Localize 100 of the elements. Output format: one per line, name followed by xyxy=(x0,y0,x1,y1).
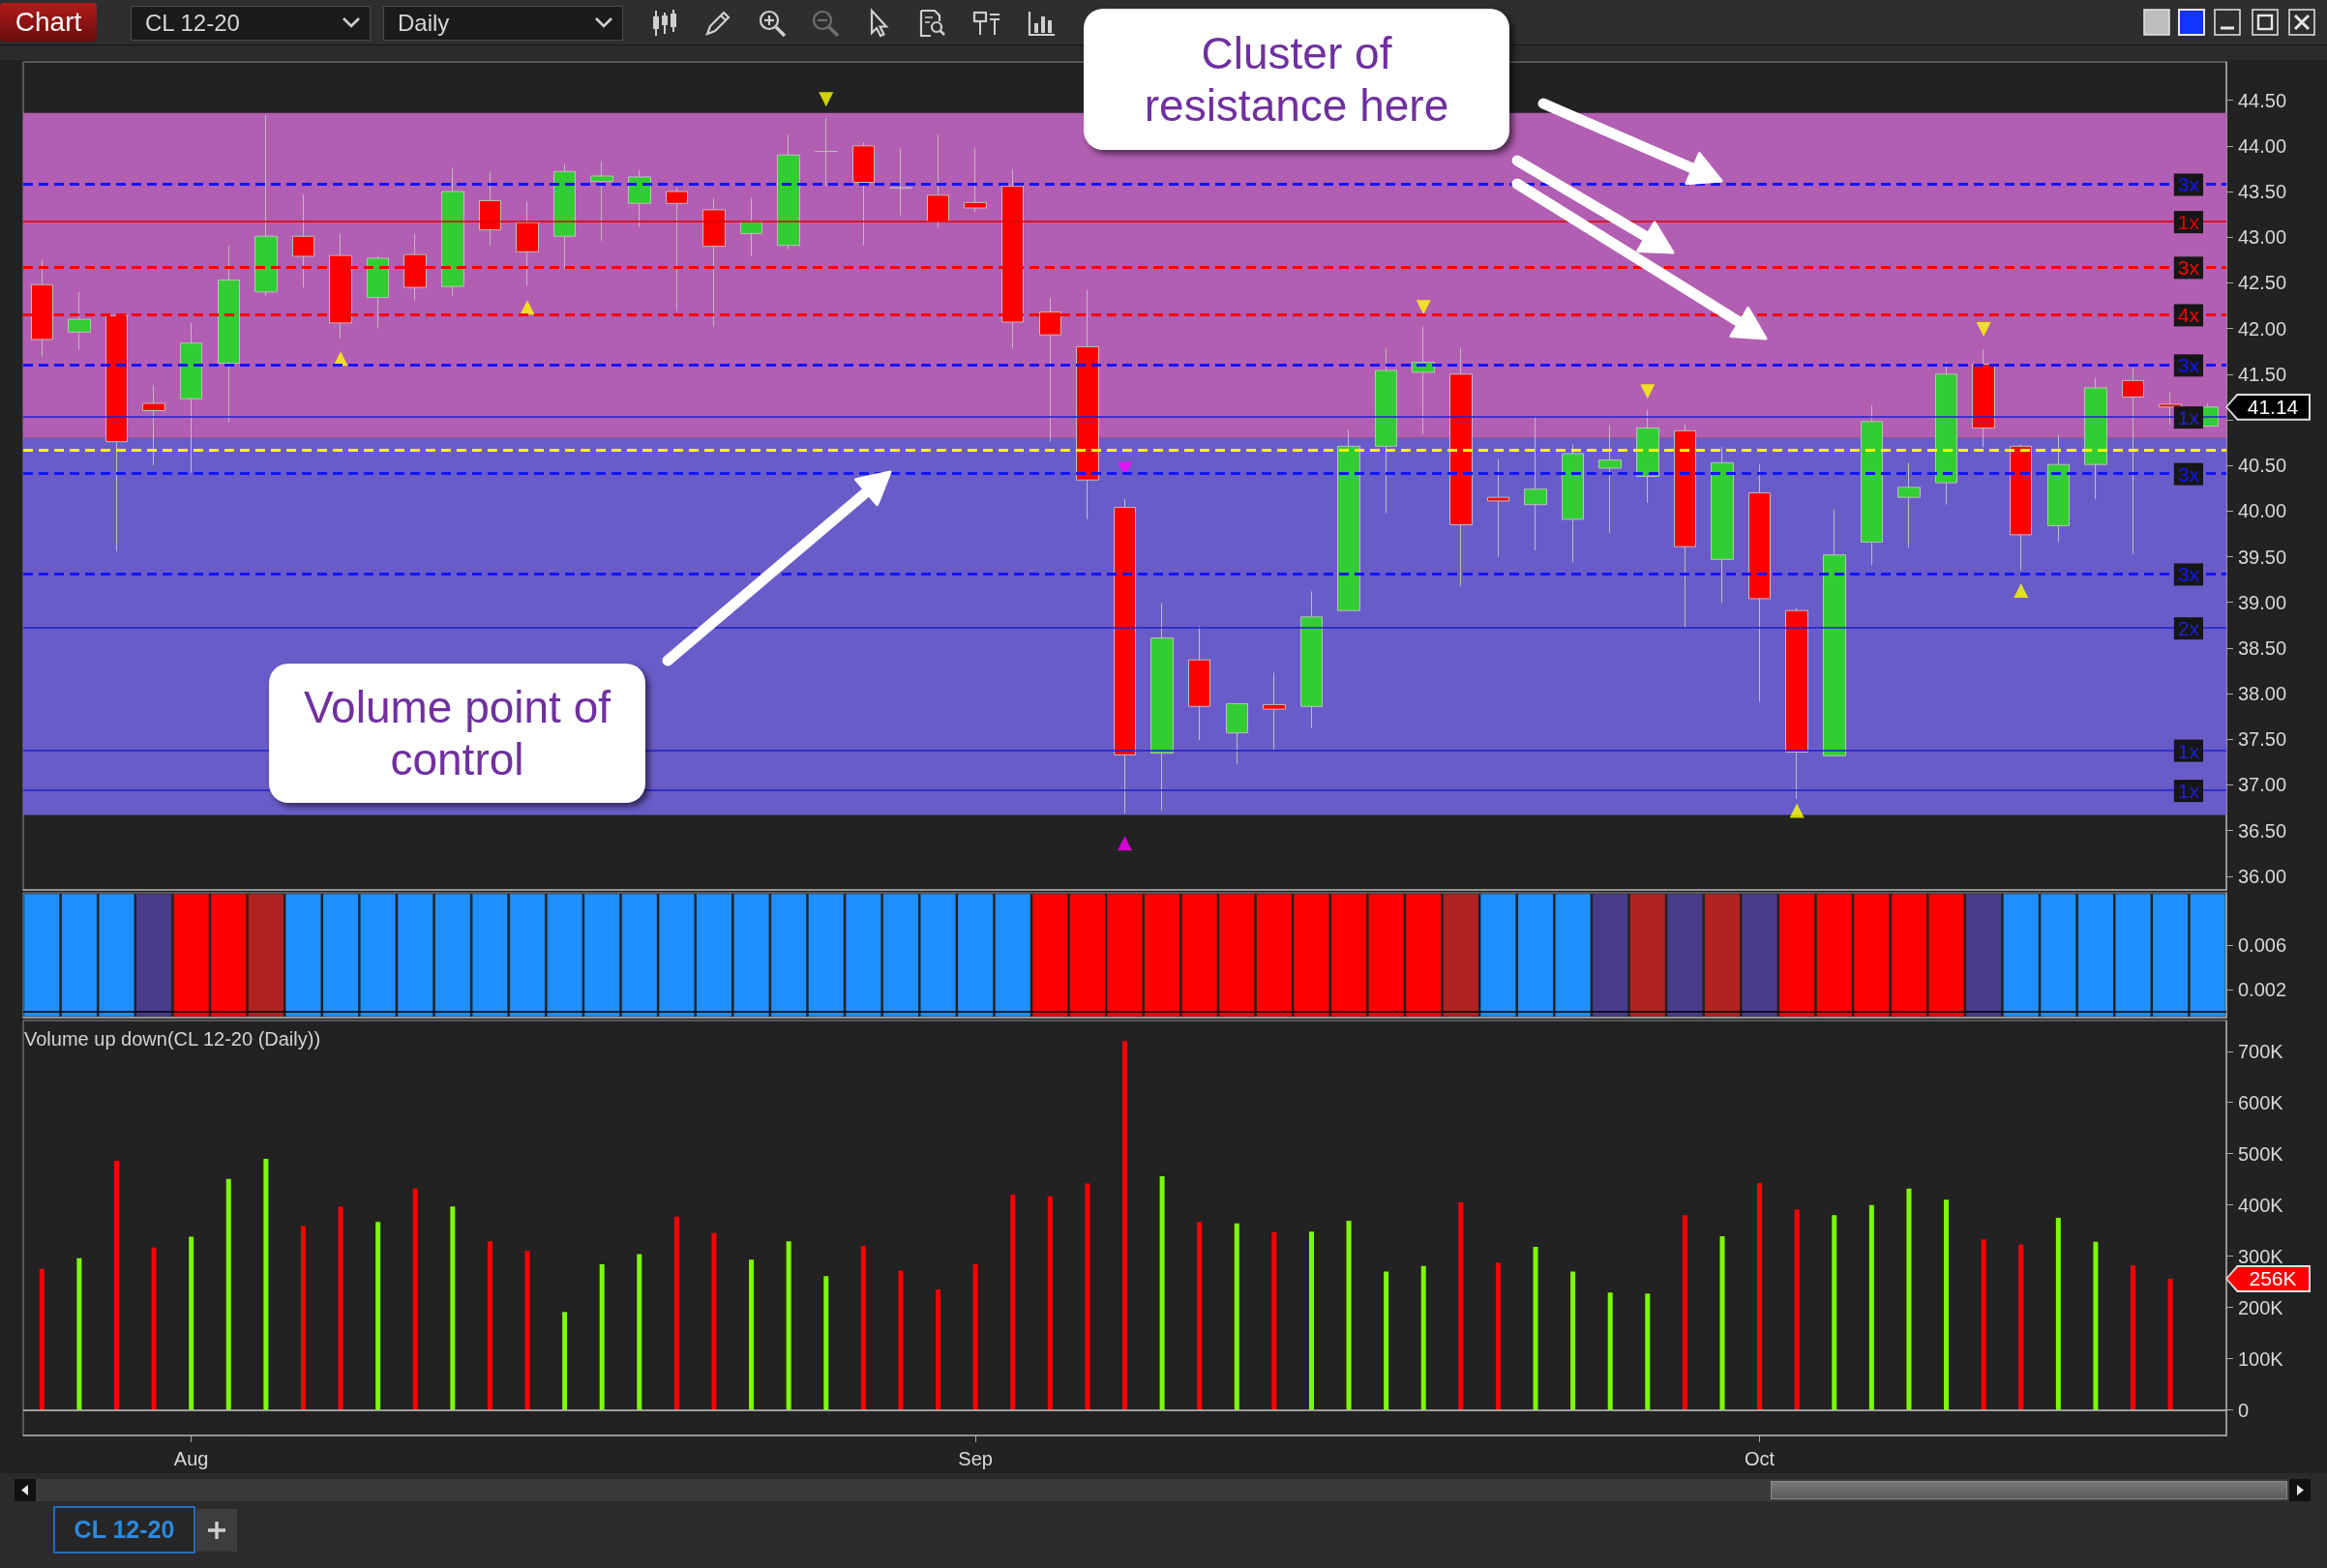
candlestick xyxy=(2047,433,2070,543)
bar xyxy=(1533,1247,1538,1410)
candlestick xyxy=(142,384,165,466)
bar xyxy=(1122,1041,1127,1410)
bar xyxy=(1944,1199,1950,1410)
y-tick-label: 38.50 xyxy=(2238,636,2287,659)
y-tick-label: 41.50 xyxy=(2238,363,2287,385)
y-tick-label: 44.00 xyxy=(2238,134,2287,157)
candlestick xyxy=(1300,590,1323,729)
bar xyxy=(972,1264,978,1410)
candlestick xyxy=(441,166,464,297)
x-tick-label: Sep xyxy=(958,1448,993,1469)
bar xyxy=(1682,1215,1687,1410)
y-tick-label: 400K xyxy=(2238,1194,2284,1216)
y-tick-label: 43.50 xyxy=(2238,181,2287,203)
dropdown: CL 12-20 xyxy=(131,6,371,41)
ref-line-label: 3x xyxy=(2177,256,2200,280)
y-tick-label: 36.50 xyxy=(2238,819,2287,842)
candlestick xyxy=(1972,348,1995,448)
candlestick xyxy=(218,245,240,424)
y-tick-label: 500K xyxy=(2238,1142,2284,1165)
bar xyxy=(375,1222,381,1410)
y-tick-label: 200K xyxy=(2238,1296,2284,1318)
button: Chart xyxy=(0,3,97,42)
candlestick xyxy=(1114,498,1136,814)
bar xyxy=(524,1251,530,1410)
candlestick xyxy=(889,148,912,217)
candlestick xyxy=(1897,461,1921,548)
bar xyxy=(1159,1176,1165,1410)
point xyxy=(819,92,834,107)
bar xyxy=(300,1226,306,1410)
ref-line-label: 3x xyxy=(2177,354,2200,377)
bar xyxy=(1495,1262,1501,1410)
point xyxy=(1976,322,1991,338)
ref-line-label: 2x xyxy=(2177,617,2200,640)
candlestick xyxy=(1150,603,1174,812)
bar xyxy=(151,1247,157,1410)
candlestick xyxy=(590,161,613,242)
bar xyxy=(2093,1241,2099,1410)
candlestick xyxy=(1487,459,1509,558)
y-tick-label: 40.00 xyxy=(2238,500,2287,522)
candlestick xyxy=(1598,425,1622,534)
candlestick xyxy=(68,291,91,350)
point xyxy=(1118,461,1132,477)
dropdown: Daily xyxy=(383,6,623,41)
bar xyxy=(225,1178,231,1410)
bar xyxy=(1234,1223,1239,1410)
y-tick-label: 39.00 xyxy=(2238,591,2287,613)
candlestick xyxy=(2010,443,2032,572)
bar xyxy=(113,1161,119,1410)
bar xyxy=(936,1289,941,1410)
bar xyxy=(1981,1239,1986,1410)
candlestick xyxy=(2122,367,2144,555)
y-tick-label: 600K xyxy=(2238,1091,2284,1113)
candlestick xyxy=(1188,625,1210,741)
y-tick-label: 42.50 xyxy=(2238,272,2287,294)
bar xyxy=(1047,1196,1053,1410)
ref-line-label: 3x xyxy=(2177,173,2200,196)
ref-line-label: 4x xyxy=(2177,304,2200,327)
candlestick xyxy=(1562,443,1584,563)
bar xyxy=(711,1232,717,1410)
chart-title: Volume up down(CL 12-20 (Daily)) xyxy=(24,1028,321,1050)
candlestick xyxy=(815,117,838,187)
chart-title: CL 12-20 xyxy=(145,10,240,36)
ref-line-label: 1x xyxy=(2177,406,2200,429)
bar xyxy=(1458,1202,1464,1410)
candlestick xyxy=(1524,415,1547,551)
callout-box: Cluster of resistance here xyxy=(1084,9,1509,150)
bar xyxy=(823,1276,829,1410)
bar xyxy=(487,1241,492,1410)
point xyxy=(1640,384,1656,399)
bar xyxy=(2167,1278,2173,1410)
ref-line-label: 1x xyxy=(2177,739,2200,762)
candlestick xyxy=(1375,347,1397,514)
tab: CL 12-20 xyxy=(53,1506,195,1553)
y-tick-label: 700K xyxy=(2238,1040,2284,1062)
bar xyxy=(749,1259,755,1410)
x-tick-label: Oct xyxy=(1745,1448,1775,1469)
y-tick-label: 300K xyxy=(2238,1245,2284,1267)
bar xyxy=(1868,1204,1874,1410)
bar xyxy=(1010,1195,1016,1410)
y-tick-label: 38.00 xyxy=(2238,683,2287,705)
bar xyxy=(1645,1293,1651,1410)
bar xyxy=(599,1264,605,1410)
candlestick xyxy=(628,169,651,228)
candlestick xyxy=(553,163,576,270)
y-tick-label: 42.00 xyxy=(2238,317,2287,340)
candlestick xyxy=(1711,446,1734,605)
bar xyxy=(1607,1292,1613,1410)
point xyxy=(520,300,535,315)
point xyxy=(1789,803,1805,818)
candlestick xyxy=(1449,346,1473,587)
bar xyxy=(338,1206,343,1410)
candlestick xyxy=(1226,702,1248,765)
y-tick-label: 37.00 xyxy=(2238,774,2287,796)
ref-line-label: 3x xyxy=(2177,563,2200,586)
ref-line-label: 3x xyxy=(2177,462,2200,486)
point xyxy=(1118,836,1132,851)
y-tick-label: 44.50 xyxy=(2238,89,2287,111)
candlestick xyxy=(1337,429,1360,611)
